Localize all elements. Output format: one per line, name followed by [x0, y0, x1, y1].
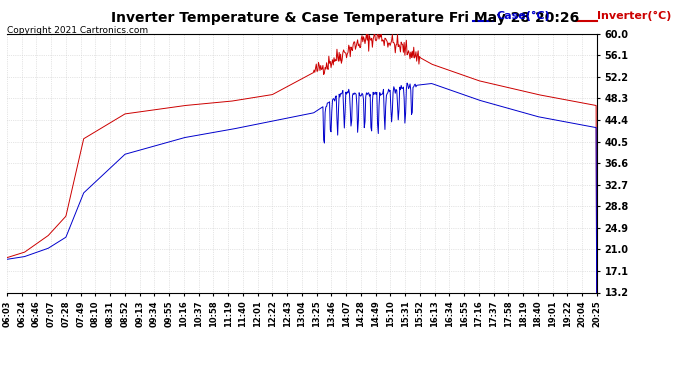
Text: Case(°C): Case(°C) — [497, 11, 551, 21]
Text: Inverter Temperature & Case Temperature Fri May 28 20:26: Inverter Temperature & Case Temperature … — [111, 11, 579, 25]
Text: Inverter(°C): Inverter(°C) — [597, 11, 671, 21]
Text: Copyright 2021 Cartronics.com: Copyright 2021 Cartronics.com — [7, 26, 148, 35]
